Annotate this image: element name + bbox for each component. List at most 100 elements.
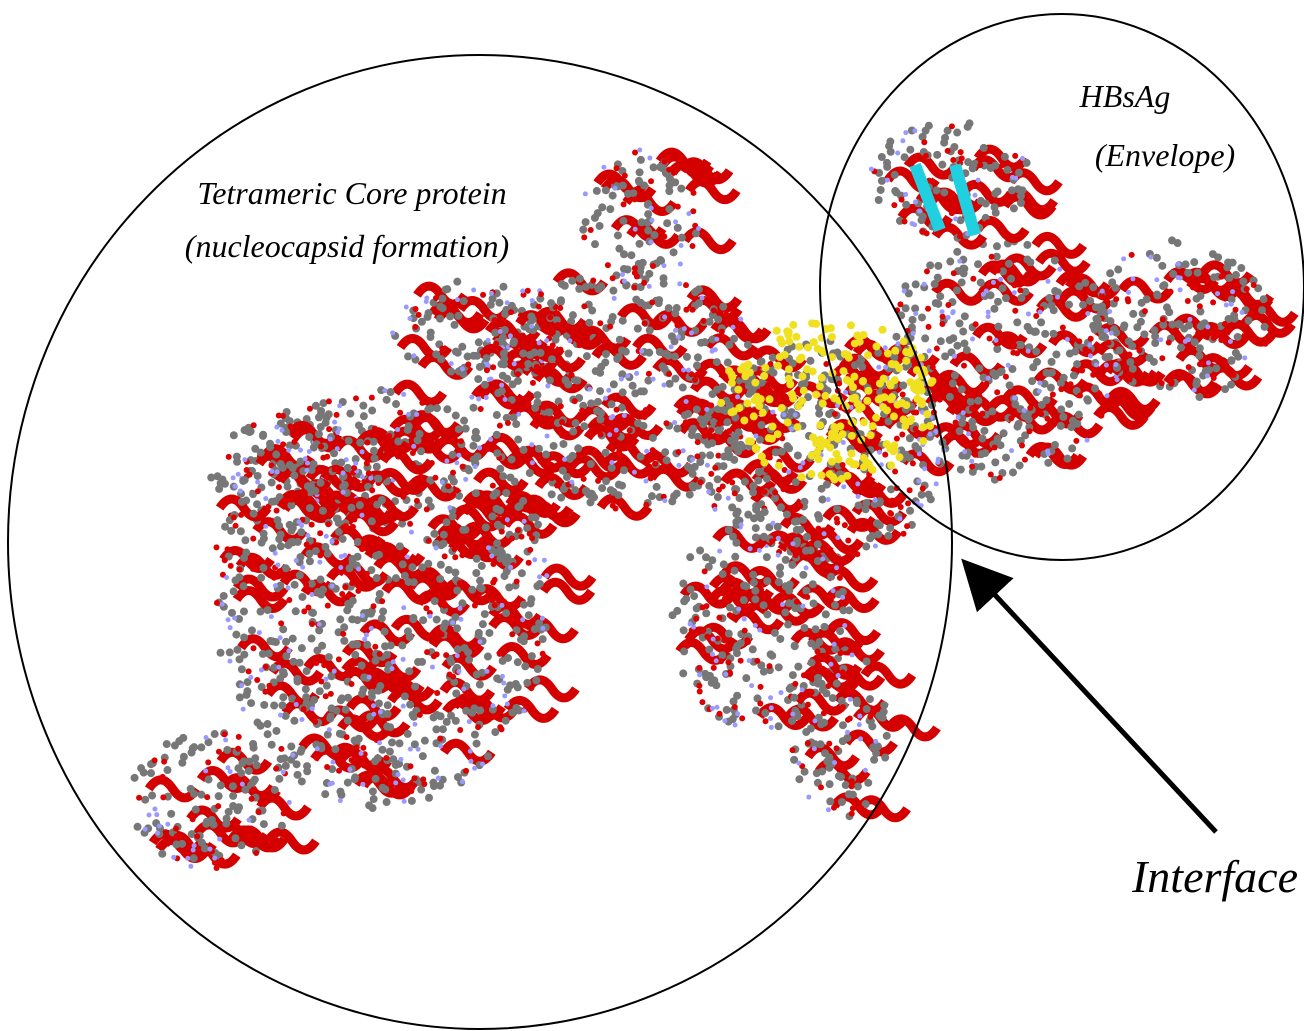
atom (419, 616, 427, 624)
atom (652, 461, 658, 467)
atom (749, 645, 757, 653)
atom (549, 475, 555, 481)
atom (934, 346, 940, 352)
atom (372, 644, 378, 650)
atom (1212, 364, 1220, 372)
atom (282, 564, 290, 572)
atom (999, 284, 1007, 292)
atom (1229, 302, 1234, 307)
atom (408, 788, 414, 794)
atom (877, 186, 885, 194)
atom (226, 454, 232, 460)
atom (447, 505, 452, 510)
atom (272, 451, 280, 459)
atom (849, 811, 855, 817)
atom (790, 747, 796, 753)
atom (702, 553, 710, 561)
atom (274, 508, 280, 514)
atom (934, 274, 942, 282)
atom (588, 227, 594, 233)
atom (1113, 362, 1118, 367)
atom (437, 355, 445, 363)
atom (424, 406, 432, 414)
atom (339, 591, 345, 597)
atom (602, 186, 610, 194)
atom (857, 722, 862, 727)
atom (514, 658, 522, 666)
atom (891, 171, 899, 179)
atom (1190, 258, 1198, 266)
atom (802, 728, 810, 736)
atom (842, 623, 847, 628)
atom (437, 736, 443, 742)
atom (791, 642, 799, 650)
atom (815, 515, 823, 523)
ligand-atom (818, 347, 826, 355)
atom (840, 669, 846, 675)
atom (312, 719, 318, 725)
atom (897, 516, 902, 521)
atom (769, 725, 774, 730)
ligand-atom (781, 351, 789, 359)
atom (425, 309, 433, 317)
atom (443, 652, 449, 658)
atom (325, 653, 333, 661)
atom (702, 609, 710, 617)
atom (211, 730, 219, 738)
atom (240, 607, 248, 615)
atom (880, 701, 888, 709)
atom (454, 312, 462, 320)
atom (959, 328, 967, 336)
atom (377, 740, 382, 745)
atom (691, 288, 699, 296)
atom (606, 388, 611, 393)
atom (493, 539, 501, 547)
atom (243, 687, 251, 695)
atom (582, 283, 590, 291)
atom (530, 380, 536, 386)
atom (136, 795, 142, 801)
atom (910, 460, 916, 466)
atom (482, 354, 490, 362)
atom (925, 491, 933, 499)
atom (376, 590, 384, 598)
atom (831, 588, 836, 593)
ligand-atom (856, 338, 864, 346)
atom (223, 737, 228, 742)
atom (447, 658, 455, 666)
atom (609, 287, 617, 295)
ligand-atom (900, 337, 908, 345)
atom (661, 234, 667, 240)
atom (736, 325, 742, 331)
atom (834, 516, 840, 522)
ligand-atom (868, 465, 876, 473)
atom (508, 455, 516, 463)
atom (969, 423, 977, 431)
atom (562, 376, 570, 384)
atom (619, 377, 624, 382)
atom (911, 442, 919, 450)
atom (1012, 308, 1018, 314)
atom (736, 607, 741, 612)
atom (519, 362, 525, 368)
atom (276, 665, 281, 670)
atom (905, 500, 911, 506)
atom (493, 449, 501, 457)
atom (1216, 330, 1222, 336)
atom (719, 303, 727, 311)
atom (800, 460, 805, 465)
atom (1038, 411, 1044, 417)
atom (372, 775, 380, 783)
atom (454, 460, 459, 465)
atom (1205, 324, 1210, 329)
atom (794, 451, 802, 459)
atom (536, 304, 542, 310)
atom (226, 617, 231, 622)
atom (953, 216, 958, 221)
atom (1073, 438, 1079, 444)
atom (1037, 389, 1042, 394)
atom (648, 178, 654, 184)
atom (438, 744, 443, 749)
atom (1066, 350, 1074, 358)
atom (656, 163, 664, 171)
